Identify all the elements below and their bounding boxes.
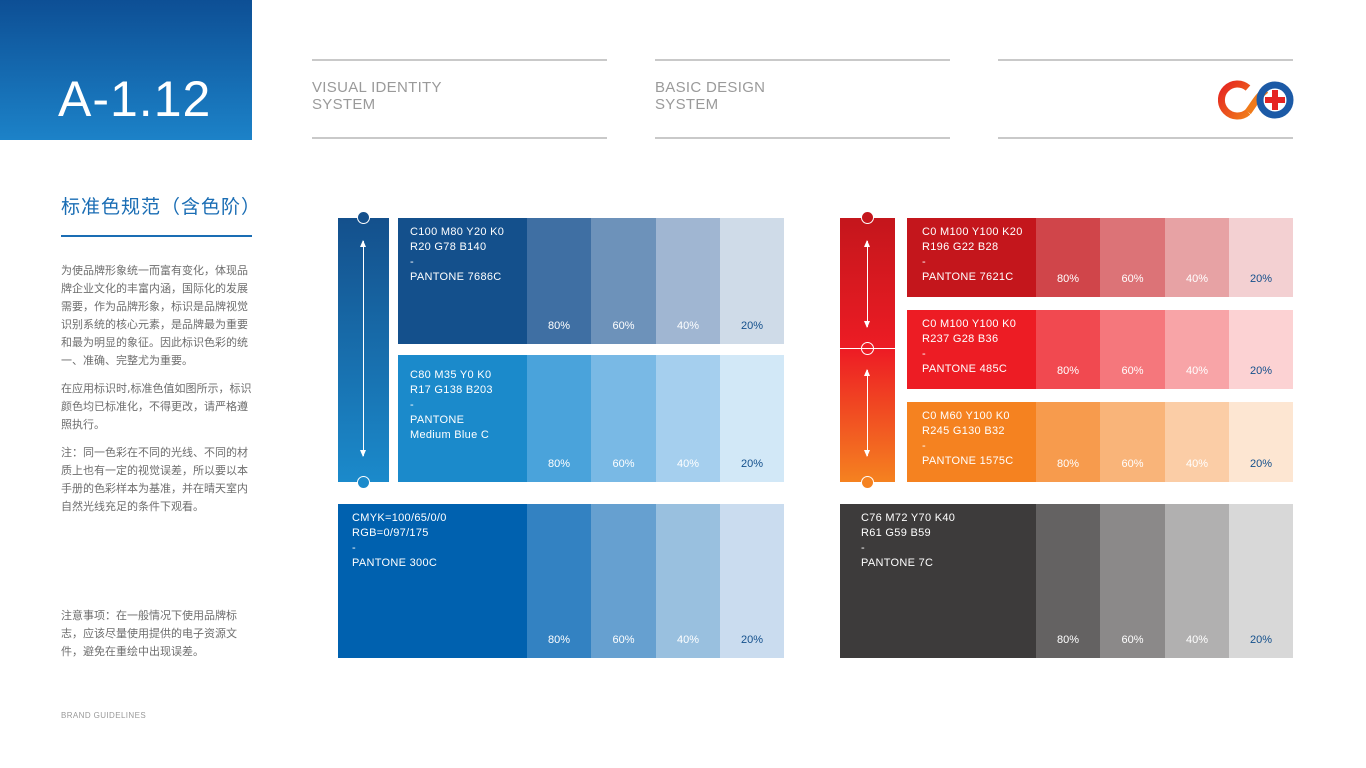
description-paragraph-3: 注：同一色彩在不同的光线、不同的材质上也有一定的视觉误差，所以要以本手册的色彩样… — [61, 446, 248, 513]
tint-80: 80% — [527, 218, 591, 344]
swatch-medium-blue-c: C80 M35 Y0 K0 R17 G138 B203 - PANTONE Me… — [398, 355, 527, 482]
gradient-divider — [840, 348, 895, 349]
swatch-blue-7686c: C100 M80 Y20 K0 R20 G78 B140 - PANTONE 7… — [398, 218, 527, 344]
footer-label: BRAND GUIDELINES — [61, 711, 147, 720]
section-title: 标准色规范（含色阶） — [61, 196, 262, 218]
tint-40: 40% — [1165, 310, 1229, 389]
tint-60: 60% — [591, 218, 656, 344]
section-title-rule — [61, 235, 252, 237]
tint-40: 40% — [656, 218, 720, 344]
tint-20: 20% — [720, 355, 784, 482]
header-rule-bottom-3 — [998, 137, 1293, 139]
tint-60: 60% — [1100, 504, 1165, 658]
page-code-block: A-1.12 — [0, 0, 252, 140]
usage-note: 注意事项：在一般情况下使用品牌标志，应该尽量使用提供的电子资源文件，避免在重绘中… — [61, 609, 237, 658]
swatch-pantone-7c: C76 M72 Y70 K40 R61 G59 B59 - PANTONE 7C — [840, 504, 1036, 658]
header-rule-top-1 — [312, 59, 607, 61]
tint-80: 80% — [1036, 218, 1100, 297]
header-rule-bottom-2 — [655, 137, 950, 139]
tint-40: 40% — [656, 355, 720, 482]
swatch-pantone-300c: CMYK=100/65/0/0 RGB=0/97/175 - PANTONE 3… — [338, 504, 527, 658]
swatch-pantone-1575c: C0 M60 Y100 K0 R245 G130 B32 - PANTONE 1… — [907, 402, 1036, 482]
tint-60: 60% — [591, 355, 656, 482]
tint-40: 40% — [656, 504, 720, 658]
gradient-dot-bottom — [861, 476, 874, 489]
header-rule-top-2 — [655, 59, 950, 61]
double-arrow-icon — [864, 369, 870, 457]
tint-20: 20% — [720, 218, 784, 344]
header-rule-bottom-1 — [312, 137, 607, 139]
tint-60: 60% — [1100, 218, 1165, 297]
tint-80: 80% — [527, 355, 591, 482]
tint-80: 80% — [527, 504, 591, 658]
tint-60: 60% — [1100, 310, 1165, 389]
tint-40: 40% — [1165, 504, 1229, 658]
tint-80: 80% — [1036, 310, 1100, 389]
tint-40: 40% — [1165, 402, 1229, 482]
tint-20: 20% — [1229, 310, 1293, 389]
swatch-pantone-7621c: C0 M100 Y100 K20 R196 G22 B28 - PANTONE … — [907, 218, 1036, 297]
double-arrow-icon — [360, 240, 366, 457]
tint-20: 20% — [720, 504, 784, 658]
gradient-dot-top — [357, 211, 370, 224]
double-arrow-icon — [864, 240, 870, 328]
swatch-pantone-485c: C0 M100 Y100 K0 R237 G28 B36 - PANTONE 4… — [907, 310, 1036, 389]
gradient-dot-top — [861, 211, 874, 224]
gradient-dot-bottom — [357, 476, 370, 489]
description-paragraph-1: 为使品牌形象统一而富有变化，体现品牌企业文化的丰富内涵，国际化的发展需要，作为品… — [61, 264, 248, 367]
header-basic-design: BASIC DESIGN SYSTEM — [655, 79, 766, 113]
tint-60: 60% — [1100, 402, 1165, 482]
tint-60: 60% — [591, 504, 656, 658]
tint-20: 20% — [1229, 402, 1293, 482]
description-paragraph-2: 在应用标识时,标准色值如图所示，标识颜色均已标准化，不得更改，请严格遵照执行。 — [61, 382, 252, 431]
brand-logo — [1218, 80, 1294, 120]
tint-80: 80% — [1036, 402, 1100, 482]
header-rule-top-3 — [998, 59, 1293, 61]
header-visual-identity: VISUAL IDENTITY SYSTEM — [312, 79, 442, 113]
tint-80: 80% — [1036, 504, 1100, 658]
tint-20: 20% — [1229, 218, 1293, 297]
tint-20: 20% — [1229, 504, 1293, 658]
tint-40: 40% — [1165, 218, 1229, 297]
page-code: A-1.12 — [58, 71, 212, 127]
